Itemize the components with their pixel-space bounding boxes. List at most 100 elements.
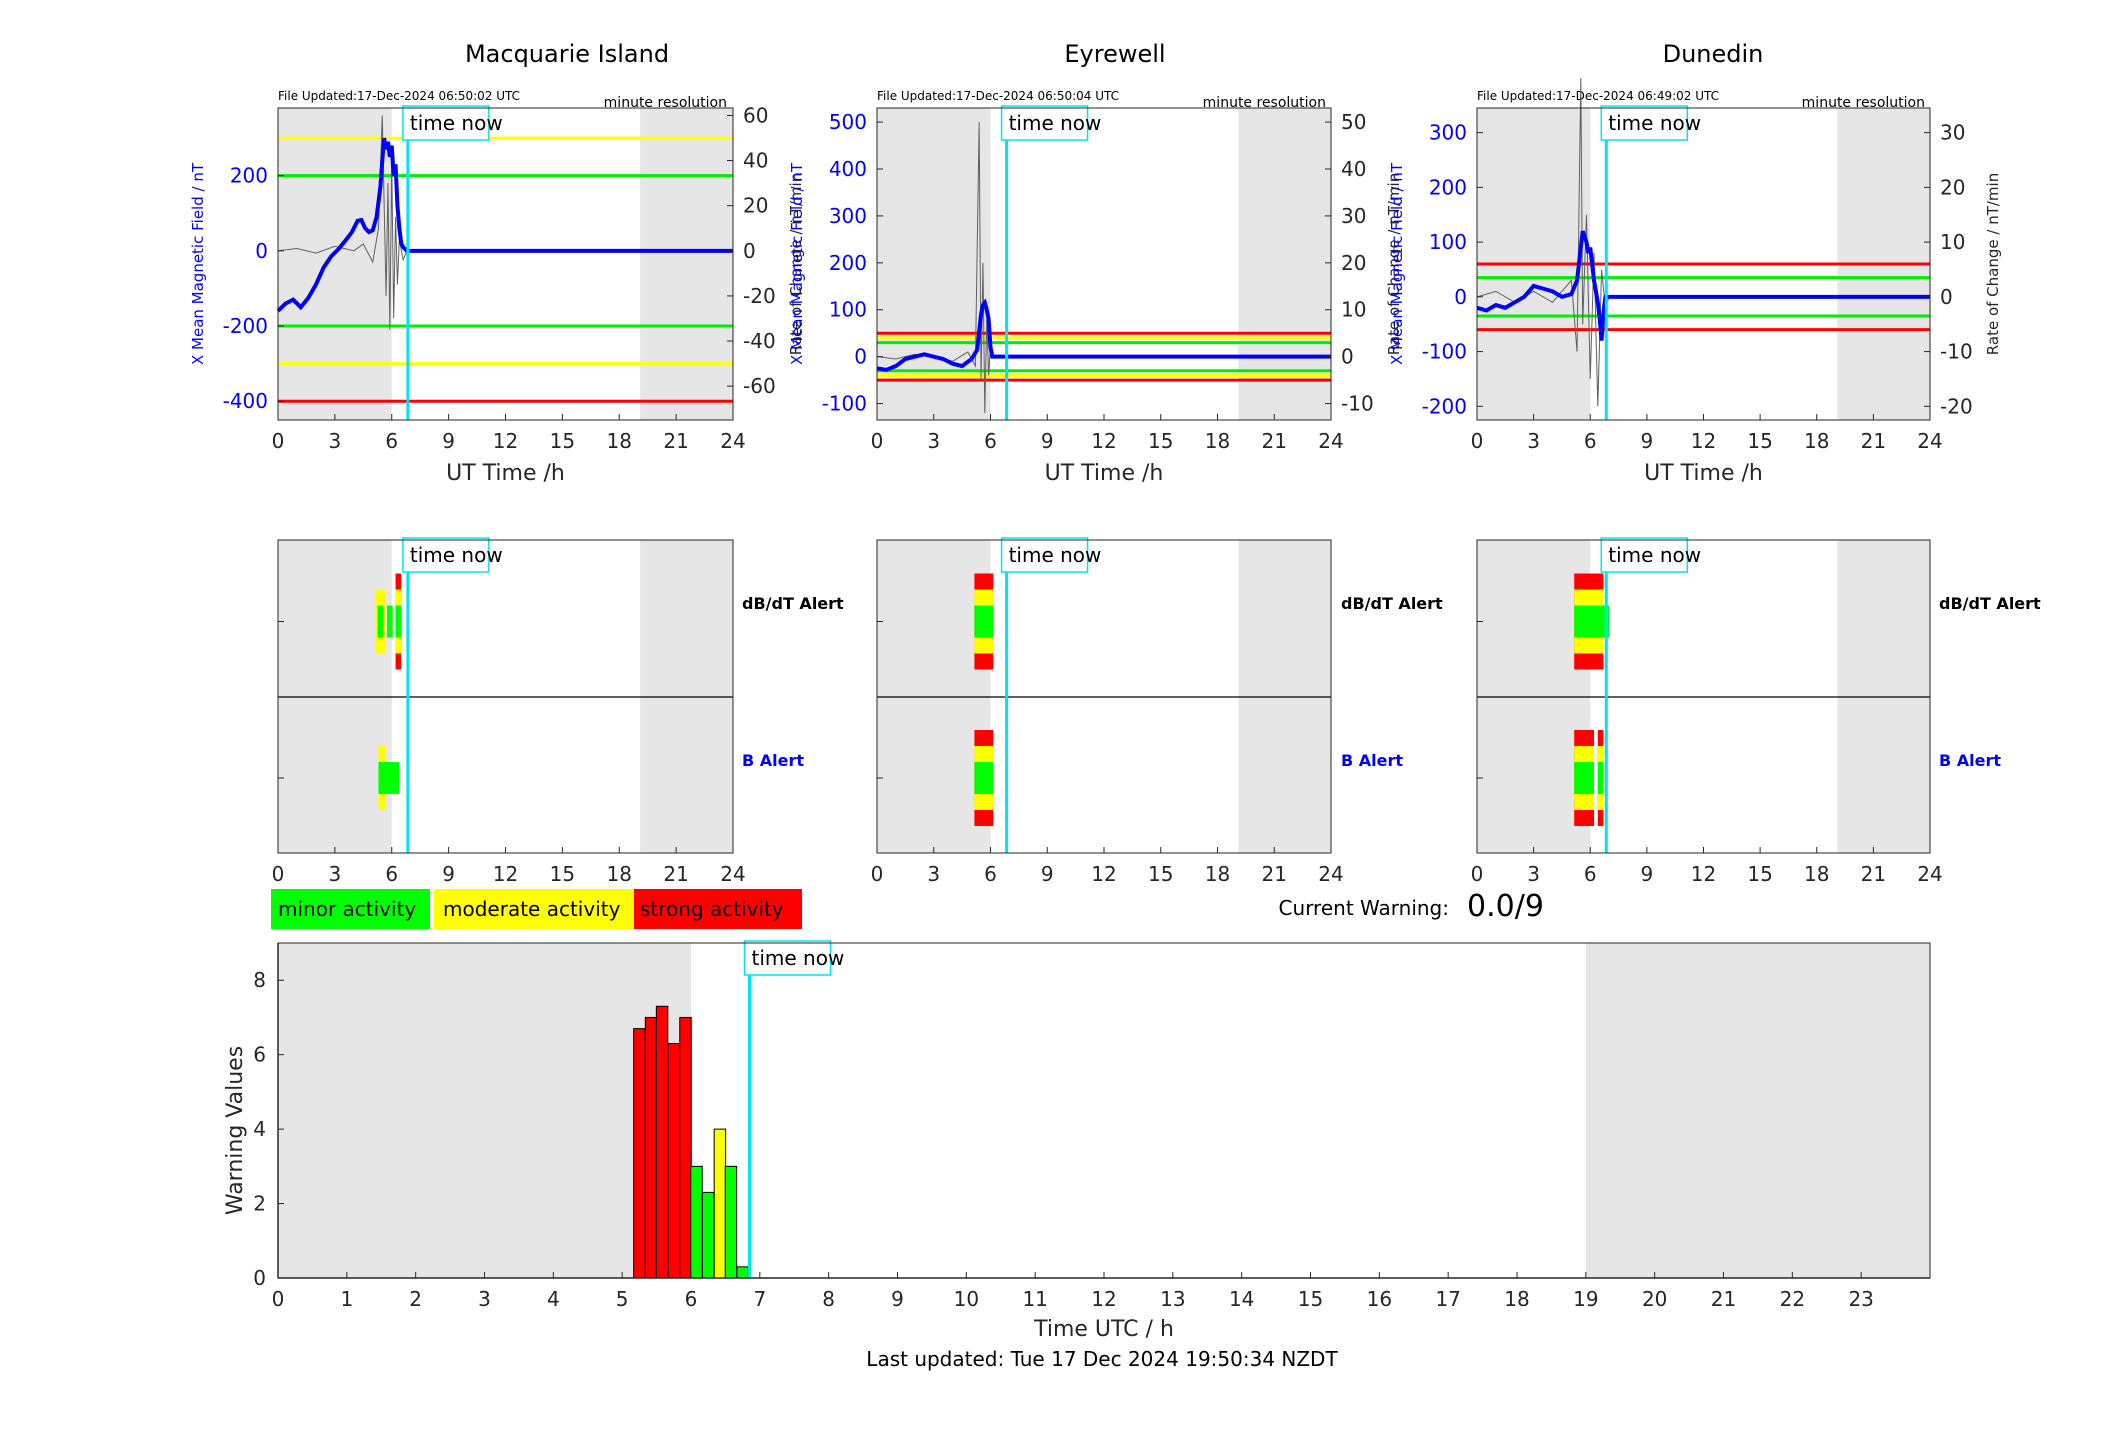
mag-macquarie-y-axis-right-label: Rate of Change / nT/min — [787, 173, 805, 355]
mag-dunedin-x-axis-label: UT Time /h — [1644, 461, 1763, 486]
b-alert-label-macquarie: B Alert — [742, 751, 804, 770]
warning-night-shade-1 — [1585, 943, 1930, 1278]
chart-title-macquarie: Macquarie Island — [465, 40, 669, 68]
mag-eyrewell-x-axis-label: UT Time /h — [1045, 461, 1164, 486]
mag-dunedin-xtick-label-21: 21 — [1861, 429, 1886, 453]
alert-macquarie-time-now-box — [402, 537, 490, 573]
mag-eyrewell-ytick-right-label-10: 10 — [1341, 298, 1366, 322]
mag-macquarie-ytick-label-200: 200 — [230, 164, 268, 188]
activity-legend: minor activity moderate activity strong … — [271, 889, 802, 929]
b-alert-label-eyrewell: B Alert — [1341, 751, 1403, 770]
mag-dunedin-xtick-label-6: 6 — [1584, 429, 1597, 453]
mag-macquarie-xtick-label-15: 15 — [550, 429, 575, 453]
mag-dunedin-y-axis-right-label: Rate of Change / nT/min — [1984, 173, 2002, 355]
mag-eyrewell-night-shade-0 — [877, 108, 991, 420]
alert-eyrewell-xtick-label-18: 18 — [1205, 862, 1230, 886]
alert-plot-macquarie: time now 0 3 6 9 12 15 18 21 24 — [272, 537, 746, 886]
alert-eyrewell-xtick-label-15: 15 — [1148, 862, 1173, 886]
resolution-label-macquarie: minute resolution — [604, 95, 727, 111]
mag-dunedin-field-series — [1476, 230, 1930, 341]
mag-macquarie-ytick-right-label-40: 40 — [743, 149, 768, 173]
warning-bar-4 — [679, 1016, 692, 1279]
warning-xtick-label-22: 22 — [1780, 1287, 1805, 1311]
alert-eyrewell-row1-block-0-minor — [974, 762, 994, 794]
resolution-label-eyrewell: minute resolution — [1203, 95, 1326, 111]
mag-dunedin-ytick-right-label-10: 10 — [1940, 230, 1965, 254]
mag-eyrewell-time-now-label: time now — [1009, 111, 1102, 135]
mag-eyrewell-ytick-label-0: 0 — [854, 345, 867, 369]
chart-title-dunedin: Dunedin — [1663, 40, 1764, 68]
alert-dunedin-xtick-label-9: 9 — [1641, 862, 1654, 886]
warning-y-axis-label: Warning Values — [223, 1046, 248, 1215]
alert-dunedin-time-now-box — [1600, 537, 1689, 573]
alert-eyrewell-xtick-label-24: 24 — [1318, 862, 1343, 886]
mag-macquarie-ytick-right-label--40: -40 — [743, 329, 776, 353]
legend-moderate-swatch — [434, 889, 634, 929]
warning-bar-7 — [713, 1128, 727, 1279]
mag-eyrewell-ytick-label-500: 500 — [829, 110, 867, 134]
warning-xtick-label-8: 8 — [822, 1287, 835, 1311]
b-alert-label-dunedin: B Alert — [1939, 751, 2001, 770]
alert-dunedin-xtick-label-24: 24 — [1917, 862, 1942, 886]
mag-dunedin-xtick-label-18: 18 — [1804, 429, 1829, 453]
warning-xtick-label-6: 6 — [685, 1287, 698, 1311]
alert-macquarie-xtick-label-21: 21 — [663, 862, 688, 886]
mag-macquarie-ytick-label-0: 0 — [255, 239, 268, 263]
mag-eyrewell-ytick-label-200: 200 — [829, 251, 867, 275]
mag-dunedin-ytick-label-100: 100 — [1429, 230, 1467, 254]
legend-minor-label: minor activity — [278, 897, 416, 921]
mag-dunedin-xtick-label-9: 9 — [1641, 429, 1654, 453]
alert-macquarie-time-now-label: time now — [410, 543, 503, 567]
warning-xtick-label-4: 4 — [547, 1287, 560, 1311]
mag-dunedin-xtick-label-12: 12 — [1691, 429, 1716, 453]
legend-moderate-label: moderate activity — [443, 897, 621, 921]
mag-macquarie-ytick-label--400: -400 — [223, 389, 268, 413]
alert-macquarie-xtick-label-6: 6 — [385, 862, 398, 886]
mag-dunedin-xtick-label-15: 15 — [1747, 429, 1772, 453]
warning-bar-9 — [736, 1266, 749, 1279]
mag-macquarie-xtick-label-9: 9 — [442, 429, 455, 453]
mag-dunedin-time-now-box — [1600, 105, 1689, 141]
warning-xtick-label-17: 17 — [1435, 1287, 1460, 1311]
alert-plot-eyrewell: time now 0 3 6 9 12 15 18 21 24 — [871, 537, 1344, 886]
warning-night-shade-0 — [278, 943, 691, 1278]
mag-eyrewell-field-series — [876, 298, 1331, 372]
alert-dunedin-xtick-label-21: 21 — [1861, 862, 1886, 886]
mag-eyrewell-xtick-label-12: 12 — [1091, 429, 1116, 453]
legend-minor-swatch — [271, 889, 430, 929]
warning-ytick-label-6: 6 — [253, 1043, 266, 1067]
mag-eyrewell-xtick-label-21: 21 — [1262, 429, 1287, 453]
mag-dunedin-ytick-right-label--10: -10 — [1940, 340, 1973, 364]
mag-macquarie-xtick-label-3: 3 — [329, 429, 342, 453]
mag-dunedin-y-axis-label: X Mean Magnetic Field / nT — [1388, 162, 1406, 365]
mag-eyrewell-ytick-right-label--10: -10 — [1341, 392, 1374, 416]
alert-dunedin-xtick-label-3: 3 — [1527, 862, 1540, 886]
alert-eyrewell-xtick-label-0: 0 — [871, 862, 884, 886]
warning-xtick-label-1: 1 — [340, 1287, 353, 1311]
warning-time-now-label: time now — [752, 946, 845, 970]
mag-macquarie-night-shade-0 — [278, 108, 392, 420]
mag-macquarie-ytick-right-label-60: 60 — [743, 103, 768, 127]
warning-xtick-label-15: 15 — [1298, 1287, 1323, 1311]
alert-dunedin-row1-block-1-minor — [1597, 762, 1604, 794]
alert-macquarie-row1-block-1 — [378, 762, 400, 794]
mag-macquarie-xtick-label-0: 0 — [272, 429, 285, 453]
mag-eyrewell-time-now-box — [1000, 105, 1089, 141]
mag-eyrewell-ytick-right-label-20: 20 — [1341, 251, 1366, 275]
warning-xtick-label-5: 5 — [616, 1287, 629, 1311]
mag-macquarie-xtick-label-18: 18 — [607, 429, 632, 453]
mag-macquarie-xtick-label-12: 12 — [493, 429, 518, 453]
warning-xtick-label-14: 14 — [1229, 1287, 1254, 1311]
mag-macquarie-ytick-right-label--20: -20 — [743, 284, 776, 308]
dbdt-alert-label-macquarie: dB/dT Alert — [742, 594, 844, 613]
legend-strong-swatch — [634, 889, 802, 929]
alert-eyrewell-xtick-label-9: 9 — [1041, 862, 1054, 886]
current-warning-value: 0.0/9 — [1467, 889, 1544, 924]
alert-macquarie-xtick-label-0: 0 — [272, 862, 285, 886]
warning-xtick-label-19: 19 — [1573, 1287, 1598, 1311]
alert-dunedin-xtick-label-18: 18 — [1804, 862, 1829, 886]
